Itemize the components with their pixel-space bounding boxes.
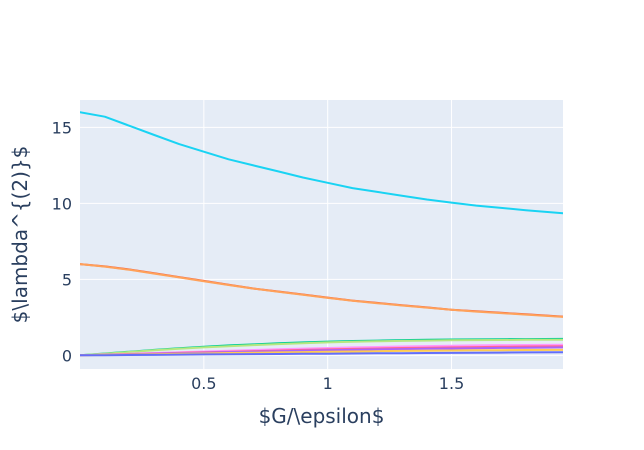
y-tick-label: 0 — [62, 346, 72, 365]
y-gridlines — [80, 126, 563, 356]
series-lines — [80, 111, 563, 357]
x-tick-label: 0.5 — [191, 374, 216, 393]
y-tick-label: 10 — [52, 194, 72, 213]
series-line-10 — [80, 351, 563, 357]
x-tick-label: 1.5 — [439, 374, 464, 393]
x-axis-title: $G/\epsilon$ — [259, 404, 385, 428]
x-gridlines — [203, 100, 453, 369]
series-line-3 — [80, 263, 563, 318]
x-axis-ticks: 0.5 1 1.5 — [191, 374, 464, 393]
y-axis-ticks: 0 5 10 15 — [52, 118, 72, 365]
series-line-5 — [80, 338, 563, 357]
y-tick-label: 15 — [52, 118, 72, 137]
x-tick-label: 1 — [323, 374, 333, 393]
series-line-1 — [80, 111, 563, 215]
y-axis-title: $\lambda^{(2)}$ — [8, 146, 32, 324]
y-tick-label: 5 — [62, 270, 72, 289]
plot-area — [80, 100, 563, 369]
